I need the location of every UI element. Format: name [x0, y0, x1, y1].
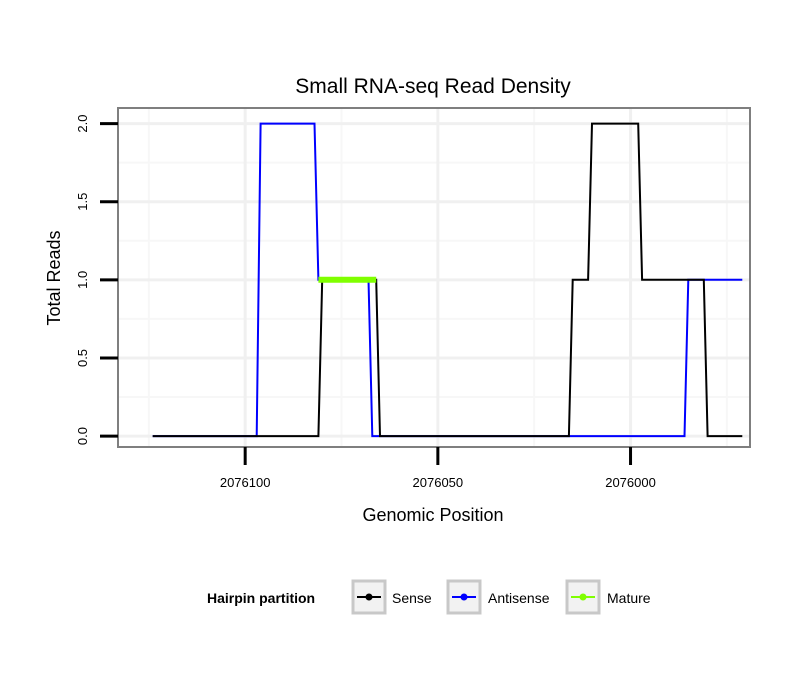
plot-panel-border [117, 107, 751, 448]
y-tick-label-3: 1.5 [75, 193, 90, 211]
legend-title: Hairpin partition [207, 590, 315, 606]
legend-label-sense: Sense [392, 590, 432, 606]
legend-label-mature: Mature [607, 590, 651, 606]
x-tick-label-1: 2076050 [413, 475, 464, 490]
series-layer [152, 122, 743, 438]
legend-point-antisense [460, 593, 468, 601]
legend: Hairpin partition Sense Antisense Mature [207, 579, 651, 615]
x-axis-title: Genomic Position [362, 505, 503, 525]
x-tick-label-0: 2076100 [220, 475, 271, 490]
y-tick-label-4: 2.0 [75, 115, 90, 133]
y-tick-label-2: 1.0 [75, 271, 90, 289]
legend-item-mature: Mature [565, 579, 651, 615]
legend-point-sense [365, 593, 373, 601]
y-tick-label-0: 0.0 [75, 427, 90, 445]
legend-point-mature [579, 593, 587, 601]
grid-minor [118, 108, 750, 447]
legend-item-antisense: Antisense [446, 579, 550, 615]
x-axis: 2076100 2076050 2076000 [220, 447, 656, 490]
y-tick-label-1: 0.5 [75, 349, 90, 367]
y-axis-title: Total Reads [44, 230, 64, 325]
legend-item-sense: Sense [351, 579, 432, 615]
chart-title: Small RNA-seq Read Density [295, 75, 571, 98]
x-tick-label-2: 2076000 [605, 475, 656, 490]
y-axis: 0.0 0.5 1.0 1.5 2.0 [75, 115, 118, 445]
legend-label-antisense: Antisense [488, 590, 550, 606]
